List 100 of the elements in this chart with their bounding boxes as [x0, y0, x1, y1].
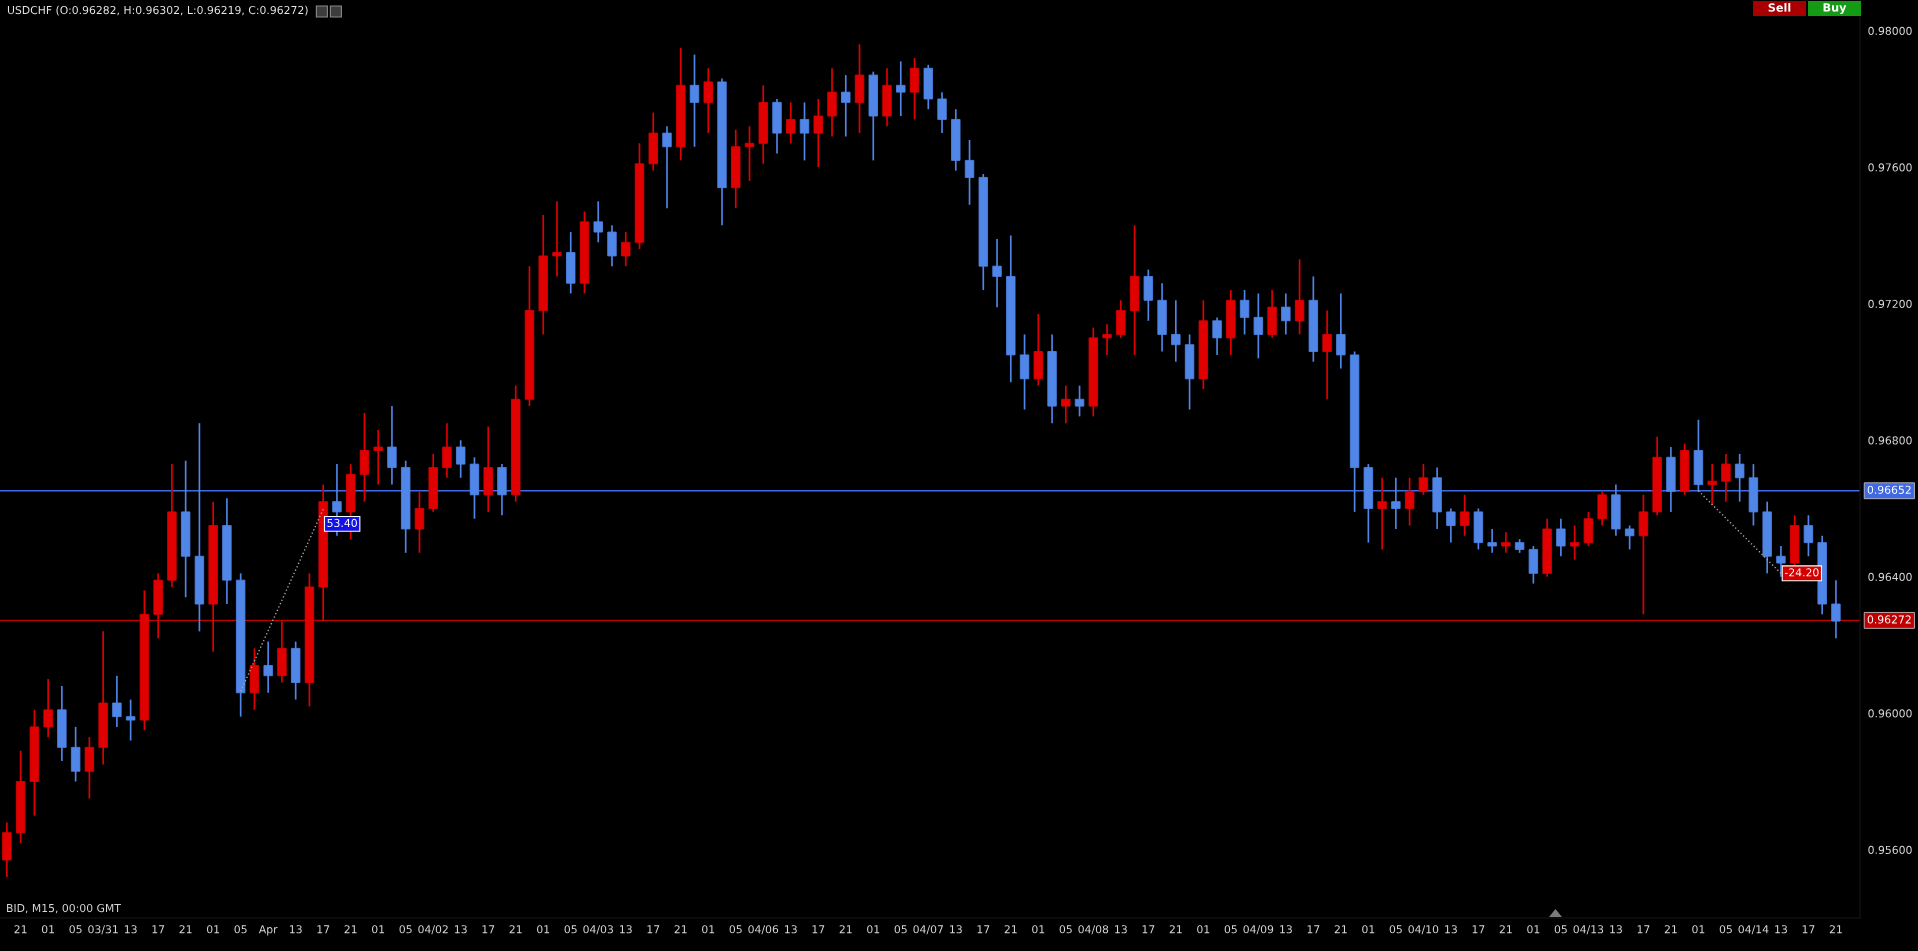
x-tick-label: 13: [1775, 925, 1787, 934]
candlestick: [359, 412, 370, 503]
candlestick: [1721, 453, 1731, 503]
candlestick: [1102, 323, 1112, 356]
ref-line-label: 0.96272: [1867, 615, 1911, 624]
x-tick-label: 17: [647, 925, 660, 934]
candlestick: [1212, 316, 1222, 356]
y-tick-label: 0.96400: [1868, 572, 1912, 582]
candlestick: [1556, 517, 1566, 558]
y-tick-label: 0.98000: [1868, 26, 1912, 35]
candlestick: [1404, 476, 1415, 527]
x-tick-label: 05: [564, 925, 577, 934]
candlestick: [1501, 531, 1511, 554]
x-tick-label: 05: [1224, 925, 1237, 934]
x-tick-label: 13: [785, 925, 797, 934]
x-tick-label: 04/02: [418, 925, 448, 935]
candlestick: [621, 231, 631, 268]
candlestick: [813, 98, 823, 169]
y-tick-label: 0.96800: [1868, 436, 1912, 445]
x-tick-label: 01: [1362, 925, 1375, 934]
candlestick: [1253, 292, 1264, 360]
x-tick-label: 04/14: [1738, 925, 1769, 935]
candlestick: [112, 674, 122, 728]
x-tick-label: 05: [894, 925, 907, 934]
candlestick: [1803, 514, 1814, 558]
candlestick: [703, 67, 713, 134]
x-tick-label: 13: [950, 925, 962, 934]
x-tick-label: 17: [1637, 925, 1650, 934]
candlestick: [1322, 309, 1332, 401]
candlestick: [799, 101, 810, 162]
candlestick: [414, 490, 425, 554]
candlestick: [70, 726, 81, 783]
x-tick-label: 21: [1664, 925, 1677, 934]
candlestick: [1734, 453, 1745, 503]
x-tick-label: 01: [702, 925, 715, 934]
candlestick: [1418, 463, 1429, 496]
x-tick-label: 17: [317, 925, 330, 934]
candlestick: [43, 678, 53, 738]
x-tick-label: Apr: [258, 925, 278, 936]
candlestick: [1569, 524, 1580, 561]
candlestick: [1074, 384, 1085, 418]
x-tick-label: 05: [234, 925, 247, 934]
chart-title: USDCHF (O:0.96282, H:0.96302, L:0.96219, C:0.96272): [7, 5, 308, 16]
candlestick: [1336, 292, 1346, 370]
x-tick-label: 04/07: [913, 925, 943, 935]
candlestick: [937, 91, 947, 134]
y-tick-label: 0.96000: [1868, 709, 1912, 718]
x-tick-label: 17: [1802, 925, 1815, 934]
candlestick: [1143, 268, 1153, 322]
ref-line-label: 0.96652: [1867, 485, 1911, 494]
x-tick-label: 01: [1197, 925, 1210, 934]
candlestick: [992, 238, 1002, 308]
x-tick-label: 21: [344, 925, 357, 934]
candlestick: [593, 200, 603, 244]
x-tick-label: 01: [1032, 925, 1045, 934]
candlestick: [442, 422, 452, 479]
x-tick-label: 21: [1334, 925, 1347, 934]
x-tick-label: 05: [729, 925, 742, 934]
candlestick: [1583, 511, 1594, 547]
candlestick: [1171, 299, 1181, 363]
x-tick-label: 05: [399, 925, 412, 934]
x-tick-label: 13: [620, 925, 632, 934]
candlestick: [896, 60, 906, 117]
y-tick-label: 0.97200: [1868, 299, 1912, 308]
candlestick: [1239, 289, 1250, 336]
candlestick: [964, 139, 975, 206]
x-tick-label: 04/08: [1078, 925, 1109, 935]
x-tick-label: 21: [509, 925, 522, 934]
x-tick-label: 05: [1554, 925, 1567, 934]
candlestick: [552, 200, 562, 278]
candlestick: [1116, 299, 1126, 339]
x-tick-label: 21: [1004, 925, 1017, 934]
candlestick: [607, 224, 617, 268]
candlestick: [1446, 507, 1456, 544]
y-tick-label: 0.97600: [1868, 163, 1912, 172]
candlestick: [373, 429, 383, 486]
x-tick-label: 05: [1389, 925, 1402, 934]
candlestick: [689, 53, 700, 148]
x-tick-label: 13: [289, 925, 302, 934]
x-tick-label: 21: [1499, 925, 1512, 934]
x-tick-label: 21: [1829, 925, 1842, 934]
x-tick-label: 17: [1472, 925, 1485, 934]
candlestick: [1638, 493, 1649, 616]
x-tick-label: 17: [977, 925, 990, 934]
annotation: Sell: [1768, 3, 1791, 12]
x-tick-label: 04/06: [748, 925, 779, 935]
candlestick: [1459, 493, 1470, 537]
candlestick: [1294, 258, 1305, 336]
candlestick: [263, 640, 273, 694]
candlestick: [1281, 292, 1291, 336]
candlestick: [1597, 490, 1607, 527]
x-tick-label: 13: [1115, 925, 1127, 934]
candlestick: [456, 439, 466, 479]
annotation: -24.20: [1784, 568, 1819, 577]
x-tick-label: 01: [206, 925, 220, 934]
candlestick: [1776, 545, 1786, 578]
y-tick-label: 0.95600: [1868, 845, 1912, 855]
candlestick: [827, 67, 837, 138]
x-tick-label: 17: [482, 925, 495, 934]
candlestick: [84, 736, 95, 800]
